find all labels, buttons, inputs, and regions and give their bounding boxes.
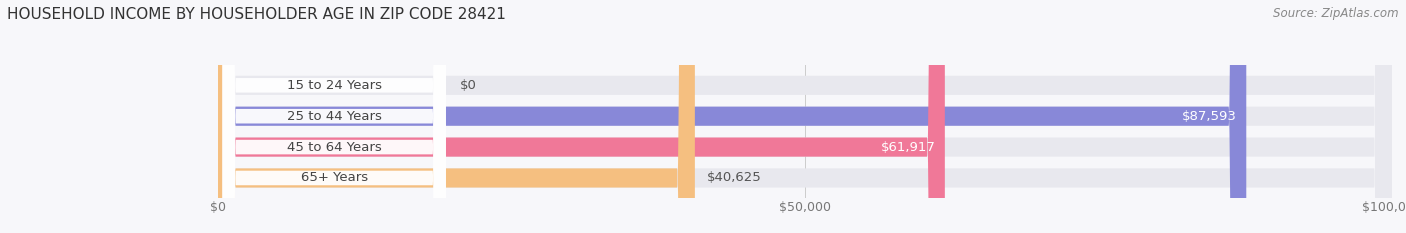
FancyBboxPatch shape (218, 0, 1392, 233)
FancyBboxPatch shape (218, 0, 695, 233)
FancyBboxPatch shape (218, 0, 1246, 233)
FancyBboxPatch shape (218, 0, 1392, 233)
Text: $87,593: $87,593 (1182, 110, 1237, 123)
FancyBboxPatch shape (222, 0, 446, 233)
Text: $0: $0 (460, 79, 477, 92)
FancyBboxPatch shape (218, 0, 1392, 233)
Text: 65+ Years: 65+ Years (301, 171, 368, 185)
Text: 15 to 24 Years: 15 to 24 Years (287, 79, 381, 92)
Text: $40,625: $40,625 (707, 171, 762, 185)
FancyBboxPatch shape (218, 0, 945, 233)
FancyBboxPatch shape (222, 0, 446, 233)
Text: 25 to 44 Years: 25 to 44 Years (287, 110, 381, 123)
FancyBboxPatch shape (218, 0, 1392, 233)
FancyBboxPatch shape (222, 0, 446, 233)
FancyBboxPatch shape (222, 0, 446, 233)
Text: $61,917: $61,917 (880, 140, 935, 154)
Text: Source: ZipAtlas.com: Source: ZipAtlas.com (1274, 7, 1399, 20)
Text: HOUSEHOLD INCOME BY HOUSEHOLDER AGE IN ZIP CODE 28421: HOUSEHOLD INCOME BY HOUSEHOLDER AGE IN Z… (7, 7, 506, 22)
Text: 45 to 64 Years: 45 to 64 Years (287, 140, 381, 154)
